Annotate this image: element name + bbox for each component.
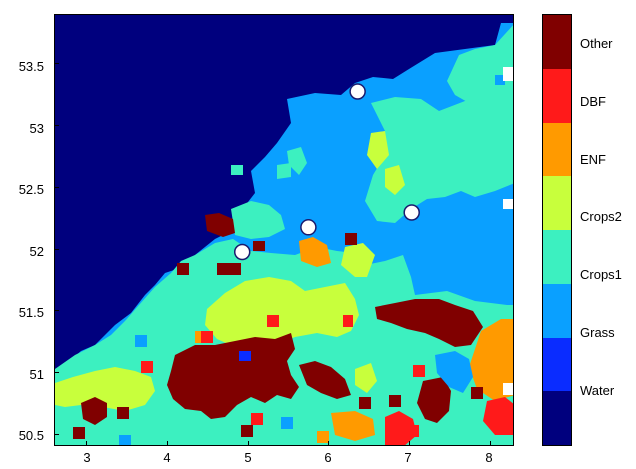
colorbar-label-crops2: Crops2: [580, 209, 622, 224]
y-tick-mark: [54, 125, 59, 127]
land-other-patch: [73, 427, 85, 439]
land-grass-patch: [119, 435, 131, 445]
colorbar-label-dbf: DBF: [580, 94, 606, 109]
land-other-patch: [359, 397, 371, 409]
island-patch: [145, 321, 157, 333]
colorbar-swatch: [543, 283, 571, 338]
colorbar-label-enf: ENF: [580, 152, 606, 167]
land-dbf-east-region: [483, 397, 513, 435]
land-other-east-region: [299, 361, 351, 399]
y-tick-label: 52.5: [18, 182, 44, 197]
land-grass-southeast-region: [435, 351, 473, 393]
land-crops2-drenthe-region: [367, 131, 389, 169]
x-tick-label: 3: [83, 450, 91, 465]
colorbar-swatch: [543, 122, 571, 177]
x-tick-label: 4: [163, 450, 171, 465]
island-patch: [503, 199, 513, 209]
land-other-patch: [389, 395, 401, 407]
land-crops1-coast-region: [287, 147, 307, 175]
land-dbf-patch: [413, 365, 425, 377]
land-other-randstad-region: [205, 213, 235, 237]
land-cover-map: [54, 14, 514, 446]
land-other-patch: [471, 387, 483, 399]
site-marker: [403, 204, 420, 221]
y-tick-label: 53.5: [18, 59, 44, 74]
island-patch: [135, 335, 147, 347]
colorbar-label-crops1: Crops1: [580, 267, 622, 282]
y-tick-label: 50.5: [18, 428, 44, 443]
colorbar-swatch: [543, 391, 571, 445]
land-dbf-patch: [201, 331, 213, 343]
land-other-ruhr-region: [375, 299, 483, 347]
site-markers: [233, 83, 420, 261]
y-tick-label: 52: [29, 244, 44, 259]
x-tick-label: 7: [404, 450, 412, 465]
y-tick-mark: [54, 186, 59, 188]
colorbar-label-water: Water: [580, 383, 615, 398]
y-tick-mark: [54, 63, 59, 65]
land-enf-eifel-region: [469, 319, 513, 401]
y-tick-label: 51.5: [18, 305, 44, 320]
land-other-kempen-region: [81, 397, 107, 425]
site-marker: [300, 219, 317, 236]
land-crops1-north-region: [365, 93, 513, 223]
y-tick-mark: [54, 310, 59, 312]
y-tick-label: 53: [29, 121, 44, 136]
colorbar-swatch: [543, 68, 571, 123]
colorbar-swatch: [543, 176, 571, 231]
colorbar-swatch: [543, 15, 571, 70]
land-cover-grid: [55, 15, 513, 445]
land-grass-patch: [281, 417, 293, 429]
land-other-patch: [345, 233, 357, 245]
island-patch: [155, 311, 167, 323]
x-tick-mark: [166, 441, 168, 446]
land-other-patch: [117, 407, 129, 419]
land-other-patch: [253, 241, 265, 251]
y-tick-mark: [54, 248, 59, 250]
land-other-aachen-region: [417, 377, 451, 423]
colorbar: [542, 14, 572, 446]
y-tick-mark: [54, 433, 59, 435]
y-tick-label: 51: [29, 367, 44, 382]
land-other-brabant-region: [167, 333, 299, 419]
x-tick-label: 8: [485, 450, 493, 465]
land-other-patch: [217, 263, 241, 275]
land-dbf-patch: [267, 315, 279, 327]
land-crops2-central-region: [205, 277, 359, 349]
x-tick-label: 5: [244, 450, 252, 465]
colorbar-label-other: Other: [580, 36, 613, 51]
land-crops2-gelderland-region: [341, 243, 375, 277]
land-enf-south-region: [331, 411, 375, 441]
land-other-patch: [241, 425, 253, 437]
site-marker: [349, 83, 366, 100]
island-patch: [503, 383, 513, 395]
land-water-patch: [239, 351, 251, 361]
island-patch: [231, 165, 243, 175]
land-dbf-patch: [251, 413, 263, 425]
land-enf-patch: [317, 431, 329, 443]
x-tick-mark: [86, 441, 88, 446]
land-dbf-patch: [407, 425, 419, 437]
land-crops2-overijssel-region: [385, 165, 405, 195]
land-dbf-patch: [141, 361, 153, 373]
colorbar-swatch: [543, 230, 571, 285]
land-other-patch: [177, 263, 189, 275]
island-patch: [495, 75, 505, 85]
land-crops1-wadden-region: [277, 163, 291, 179]
x-tick-mark: [247, 441, 249, 446]
land-crops2-west-region: [55, 367, 155, 411]
y-tick-mark: [54, 371, 59, 373]
site-marker: [233, 243, 251, 261]
x-tick-mark: [489, 441, 491, 446]
colorbar-swatch: [543, 337, 571, 392]
island-patch: [503, 67, 513, 81]
land-enf-veluwe-region: [299, 237, 331, 267]
land-dbf-patch: [343, 315, 353, 327]
land-crops2-limburg-region: [355, 363, 377, 393]
x-tick-mark: [409, 441, 411, 446]
land-crops1-holland-region: [231, 201, 285, 239]
colorbar-label-grass: Grass: [580, 325, 615, 340]
x-tick-mark: [328, 441, 330, 446]
x-tick-label: 6: [324, 450, 332, 465]
